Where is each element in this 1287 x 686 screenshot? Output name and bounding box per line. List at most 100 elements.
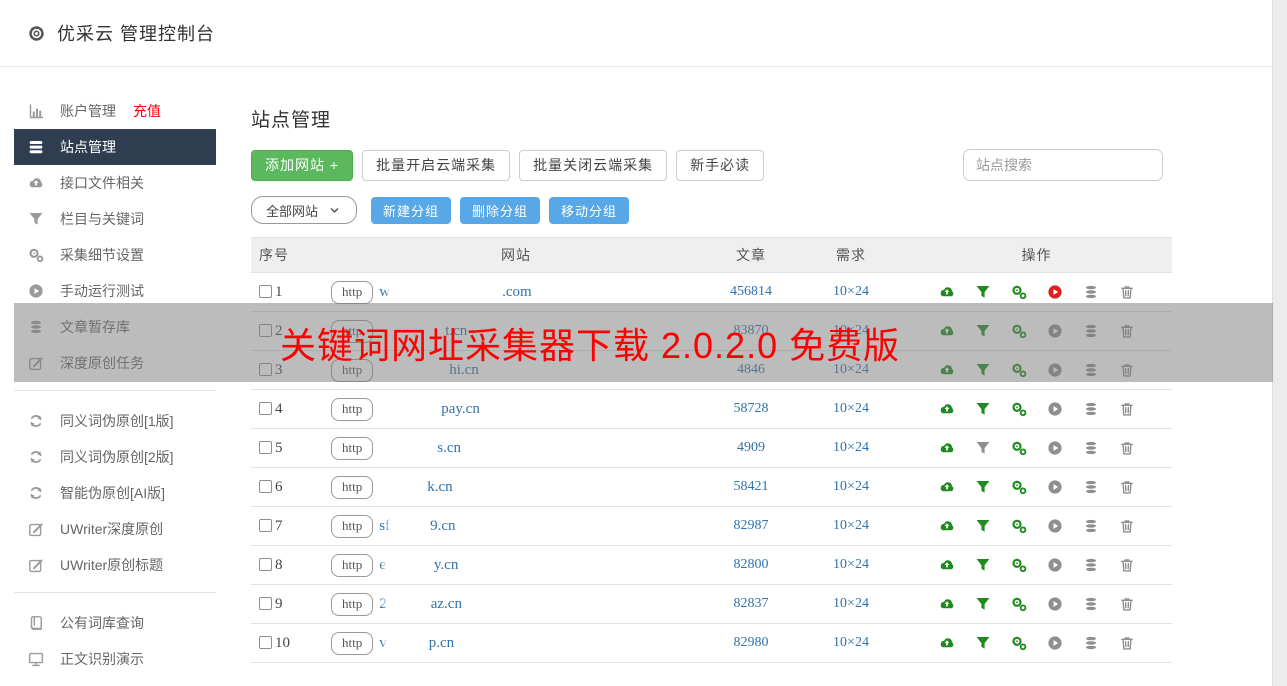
- play-icon[interactable]: [1047, 440, 1063, 456]
- sidebar-item[interactable]: 接口文件相关: [14, 165, 216, 201]
- gears-icon[interactable]: [1011, 518, 1027, 534]
- trash-icon[interactable]: [1119, 401, 1135, 417]
- gears-icon[interactable]: [1011, 401, 1027, 417]
- row-checkbox[interactable]: [259, 597, 272, 610]
- sidebar-item[interactable]: 同义词伪原创[2版]: [14, 439, 216, 475]
- filter-icon[interactable]: [975, 557, 991, 573]
- play-icon[interactable]: [1047, 479, 1063, 495]
- add-site-button[interactable]: 添加网站 +: [251, 149, 354, 181]
- http-chip[interactable]: http: [331, 592, 374, 616]
- cloud-upload-icon[interactable]: [939, 401, 955, 417]
- sidebar-item[interactable]: 站点管理: [14, 129, 216, 165]
- filter-icon[interactable]: [975, 440, 991, 456]
- cloud-upload-icon[interactable]: [939, 479, 955, 495]
- article-count-link[interactable]: 82837: [701, 584, 801, 624]
- batch-open-button[interactable]: 批量开启云端采集: [362, 149, 511, 181]
- gears-icon[interactable]: [1011, 440, 1027, 456]
- sidebar-item[interactable]: 同义词伪原创[1版]: [14, 403, 216, 439]
- site-domain-link[interactable]: pay.cn: [379, 399, 480, 417]
- article-count-link[interactable]: 4909: [701, 428, 801, 468]
- site-domain-link[interactable]: e y.cn: [379, 555, 459, 573]
- play-icon[interactable]: [1047, 596, 1063, 612]
- database-icon[interactable]: [1083, 557, 1099, 573]
- row-checkbox[interactable]: [259, 519, 272, 532]
- http-chip[interactable]: http: [331, 436, 374, 460]
- http-chip[interactable]: http: [331, 475, 374, 499]
- http-chip[interactable]: http: [331, 631, 374, 655]
- site-domain-link[interactable]: s.cn: [379, 438, 461, 456]
- trash-icon[interactable]: [1119, 557, 1135, 573]
- trash-icon[interactable]: [1119, 596, 1135, 612]
- sidebar-item[interactable]: 采集细节设置: [14, 237, 216, 273]
- trash-icon[interactable]: [1119, 440, 1135, 456]
- row-checkbox[interactable]: [259, 285, 272, 298]
- filter-icon[interactable]: [975, 518, 991, 534]
- delete-group-button[interactable]: 删除分组: [460, 196, 541, 224]
- site-domain-link[interactable]: w .com: [379, 282, 532, 300]
- database-icon[interactable]: [1083, 479, 1099, 495]
- row-checkbox[interactable]: [259, 480, 272, 493]
- site-search-input[interactable]: [963, 149, 1163, 181]
- filter-icon[interactable]: [975, 635, 991, 651]
- site-domain-link[interactable]: v p.cn: [379, 633, 455, 651]
- article-count-link[interactable]: 82987: [701, 506, 801, 546]
- article-count-link[interactable]: 58421: [701, 467, 801, 507]
- gears-icon[interactable]: [1011, 557, 1027, 573]
- play-icon[interactable]: [1047, 635, 1063, 651]
- database-icon[interactable]: [1083, 635, 1099, 651]
- row-checkbox[interactable]: [259, 402, 272, 415]
- gears-icon[interactable]: [1011, 284, 1027, 300]
- sidebar-item[interactable]: 正文识别演示: [14, 641, 216, 677]
- filter-icon[interactable]: [975, 596, 991, 612]
- trash-icon[interactable]: [1119, 479, 1135, 495]
- site-domain-link[interactable]: 2 az.cn: [379, 594, 462, 612]
- cloud-upload-icon[interactable]: [939, 440, 955, 456]
- http-chip[interactable]: http: [331, 280, 374, 304]
- cloud-upload-icon[interactable]: [939, 635, 955, 651]
- play-icon[interactable]: [1047, 401, 1063, 417]
- play-icon[interactable]: [1047, 557, 1063, 573]
- filter-icon[interactable]: [975, 284, 991, 300]
- move-group-button[interactable]: 移动分组: [549, 196, 630, 224]
- batch-close-button[interactable]: 批量关闭云端采集: [519, 149, 668, 181]
- recharge-link[interactable]: 充值: [133, 103, 161, 119]
- sidebar-item[interactable]: 手动运行测试: [14, 273, 216, 309]
- gears-icon[interactable]: [1011, 635, 1027, 651]
- filter-icon[interactable]: [975, 401, 991, 417]
- site-domain-link[interactable]: k.cn: [379, 477, 453, 495]
- gears-icon[interactable]: [1011, 596, 1027, 612]
- cloud-upload-icon[interactable]: [939, 557, 955, 573]
- database-icon[interactable]: [1083, 401, 1099, 417]
- beginner-guide-button[interactable]: 新手必读: [676, 149, 765, 181]
- database-icon[interactable]: [1083, 596, 1099, 612]
- article-count-link[interactable]: 58728: [701, 389, 801, 429]
- site-domain-link[interactable]: sf 9.cn: [379, 516, 456, 534]
- play-icon[interactable]: [1047, 284, 1063, 300]
- cloud-upload-icon[interactable]: [939, 284, 955, 300]
- trash-icon[interactable]: [1119, 518, 1135, 534]
- database-icon[interactable]: [1083, 440, 1099, 456]
- article-count-link[interactable]: 82980: [701, 623, 801, 663]
- cloud-upload-icon[interactable]: [939, 518, 955, 534]
- database-icon[interactable]: [1083, 518, 1099, 534]
- trash-icon[interactable]: [1119, 284, 1135, 300]
- article-count-link[interactable]: 82800: [701, 545, 801, 585]
- filter-icon[interactable]: [975, 479, 991, 495]
- row-checkbox[interactable]: [259, 636, 272, 649]
- gears-icon[interactable]: [1011, 479, 1027, 495]
- http-chip[interactable]: http: [331, 514, 374, 538]
- sidebar-item[interactable]: 栏目与关键词: [14, 201, 216, 237]
- database-icon[interactable]: [1083, 284, 1099, 300]
- http-chip[interactable]: http: [331, 397, 374, 421]
- new-group-button[interactable]: 新建分组: [371, 196, 452, 224]
- cloud-upload-icon[interactable]: [939, 596, 955, 612]
- row-checkbox[interactable]: [259, 558, 272, 571]
- sidebar-item[interactable]: UWriter原创标题: [14, 547, 216, 583]
- sidebar-item[interactable]: 公有词库查询: [14, 605, 216, 641]
- row-checkbox[interactable]: [259, 441, 272, 454]
- group-select[interactable]: 全部网站: [251, 196, 357, 224]
- sidebar-item[interactable]: UWriter深度原创: [14, 511, 216, 547]
- sidebar-item[interactable]: 智能伪原创[AI版]: [14, 475, 216, 511]
- play-icon[interactable]: [1047, 518, 1063, 534]
- trash-icon[interactable]: [1119, 635, 1135, 651]
